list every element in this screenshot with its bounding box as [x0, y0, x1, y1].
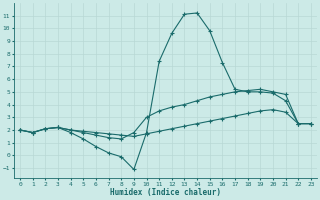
X-axis label: Humidex (Indice chaleur): Humidex (Indice chaleur)	[110, 188, 221, 197]
